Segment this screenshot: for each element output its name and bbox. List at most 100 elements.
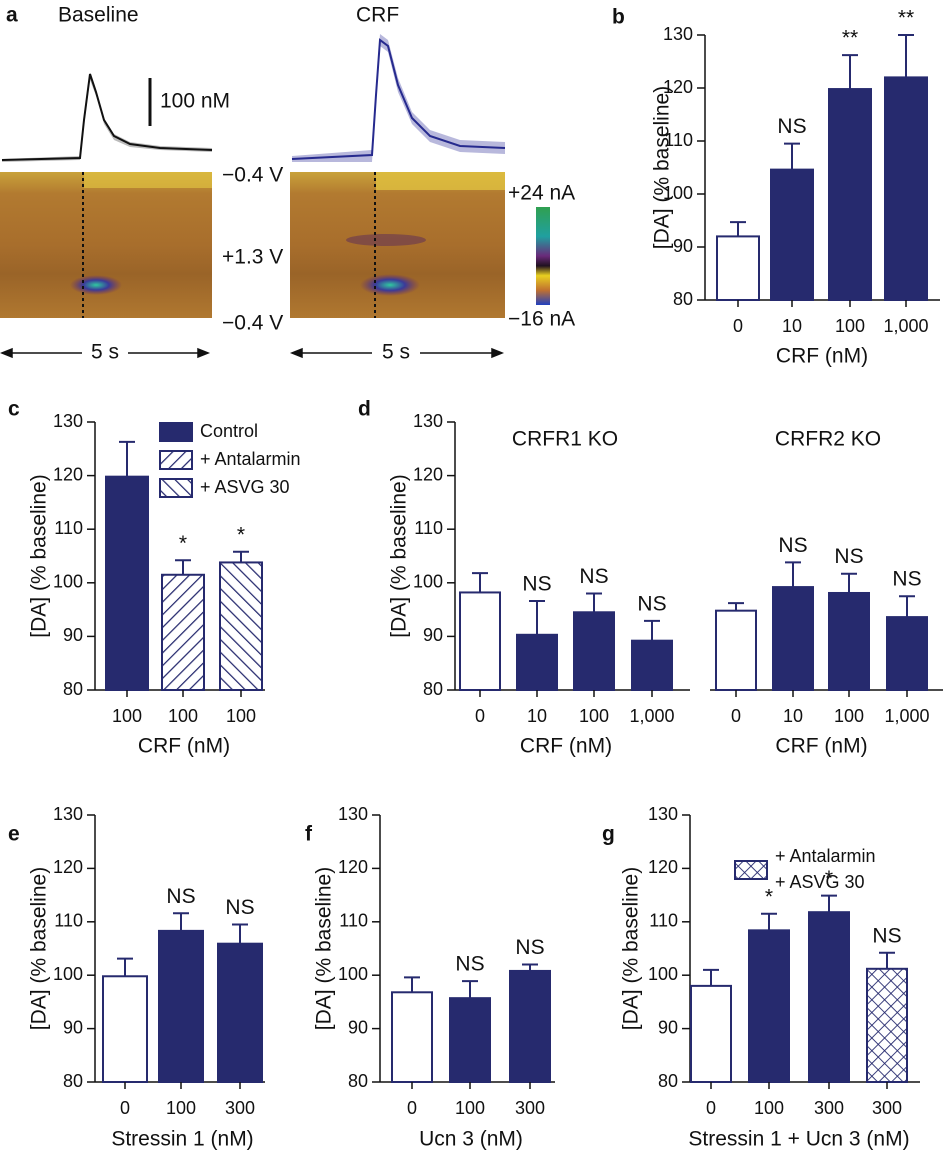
- heading: CRF: [356, 4, 399, 27]
- annotation: NS: [892, 568, 921, 591]
- bar: [158, 929, 204, 1083]
- panel-label: g: [602, 823, 615, 846]
- legend-swatch: [159, 450, 193, 470]
- x-tick-label: 0: [731, 706, 741, 726]
- chart-title: CRFR1 KO: [512, 428, 618, 451]
- annotation: NS: [225, 896, 254, 919]
- heading: Baseline: [58, 4, 139, 27]
- y-tick-label: 90: [63, 1017, 83, 1037]
- scale-label: 100 nM: [160, 90, 230, 113]
- x-tick-label: 0: [475, 706, 485, 726]
- legend-label: + ASVG 30: [200, 477, 290, 497]
- x-tick-label: 100: [754, 1098, 784, 1118]
- y-tick-label: 100: [413, 572, 443, 592]
- bar: [509, 969, 551, 1083]
- voltage-label: −0.4 V: [222, 164, 283, 187]
- x-axis-label: CRF (nM): [776, 345, 868, 368]
- bar-chart: 80 90 100 110 120 130 [DA] (% baseline) Ucn 3 (…: [305, 804, 555, 1151]
- legend-label: + ASVG 30: [775, 872, 865, 892]
- bar: [217, 942, 263, 1083]
- y-tick-label: 80: [658, 1071, 678, 1091]
- bar-chart: 80 90 100 110 120 130 [DA] (% baseline) Stressi…: [602, 804, 920, 1151]
- y-tick-label: 130: [413, 411, 443, 431]
- error-bar: [761, 912, 777, 931]
- y-tick-label: 80: [673, 289, 693, 309]
- heatmap-peak: [360, 274, 420, 296]
- x-axis-label: CRF (nM): [520, 735, 612, 758]
- error-bar: [841, 572, 857, 593]
- annotation: NS: [777, 115, 806, 138]
- error-bar: [842, 54, 858, 90]
- y-tick-label: 100: [53, 572, 83, 592]
- bar: [105, 475, 149, 691]
- bar: [161, 573, 205, 692]
- bar-chart: 80 90 100 110 120 130 [DA] (% baseline) Stressi…: [8, 804, 265, 1151]
- x-tick-label: 300: [225, 1098, 255, 1118]
- legend-label: Control: [200, 421, 258, 441]
- x-tick-label: 1,000: [629, 706, 674, 726]
- x-tick-label: 0: [733, 316, 743, 336]
- bar: [886, 616, 928, 691]
- x-tick-label: 100: [112, 706, 142, 726]
- annotation: NS: [455, 953, 484, 976]
- x-axis-label: CRF (nM): [775, 735, 867, 758]
- error-bar: [472, 572, 488, 593]
- annotation: *: [825, 867, 833, 890]
- y-tick-label: 90: [658, 1017, 678, 1037]
- y-tick-label: 80: [423, 679, 443, 699]
- error-bar: [232, 923, 248, 944]
- panel-label: a: [6, 4, 18, 27]
- x-tick-label: 1,000: [883, 316, 928, 336]
- heatmap: [0, 172, 212, 318]
- heatmap-peak: [70, 275, 122, 295]
- error-bar: [404, 976, 420, 993]
- error-bar: [644, 619, 660, 641]
- y-tick-label: 110: [649, 911, 678, 931]
- y-tick-label: 110: [54, 518, 83, 538]
- bar: [219, 561, 263, 692]
- y-tick-label: 90: [348, 1017, 368, 1037]
- voltage-label: +1.3 V: [222, 246, 283, 269]
- y-axis-label: [DA] (% baseline): [620, 867, 643, 1030]
- legend-label: + Antalarmin: [775, 846, 876, 866]
- annotation: NS: [515, 936, 544, 959]
- y-tick-label: 100: [338, 964, 368, 984]
- y-tick-label: 130: [663, 24, 693, 44]
- bar: [828, 88, 872, 301]
- y-tick-label: 120: [648, 857, 678, 877]
- bar: [715, 609, 757, 691]
- annotation: NS: [778, 534, 807, 557]
- x-tick-label: 100: [835, 316, 865, 336]
- panel-label: e: [8, 823, 20, 846]
- y-tick-label: 80: [63, 679, 83, 699]
- y-tick-label: 130: [53, 411, 83, 431]
- y-tick-label: 110: [54, 911, 83, 931]
- bar: [808, 911, 850, 1083]
- x-tick-label: 10: [783, 706, 803, 726]
- y-tick-label: 120: [338, 857, 368, 877]
- error-bar: [529, 600, 545, 635]
- x-tick-label: 0: [407, 1098, 417, 1118]
- colorbar-label: +24 nA: [508, 182, 575, 205]
- error-bar: [522, 963, 538, 971]
- bar: [748, 929, 790, 1083]
- bar: [772, 586, 814, 692]
- x-axis-label: Stressin 1 (nM): [111, 1128, 253, 1151]
- annotation: **: [842, 27, 858, 50]
- bar: [459, 591, 501, 691]
- error-bar: [899, 595, 915, 618]
- x-tick-label: 100: [455, 1098, 485, 1118]
- y-axis-label: [DA] (% baseline): [28, 474, 51, 637]
- error-bar: [462, 980, 478, 999]
- annotation: NS: [834, 545, 863, 568]
- error-bar: [730, 221, 746, 237]
- annotation: NS: [522, 573, 551, 596]
- panel-label: c: [8, 398, 20, 421]
- y-tick-label: 100: [648, 964, 678, 984]
- annotation: *: [237, 523, 245, 546]
- error-bar: [728, 602, 744, 611]
- y-axis-label: [DA] (% baseline): [313, 867, 336, 1030]
- error-bar: [119, 440, 135, 477]
